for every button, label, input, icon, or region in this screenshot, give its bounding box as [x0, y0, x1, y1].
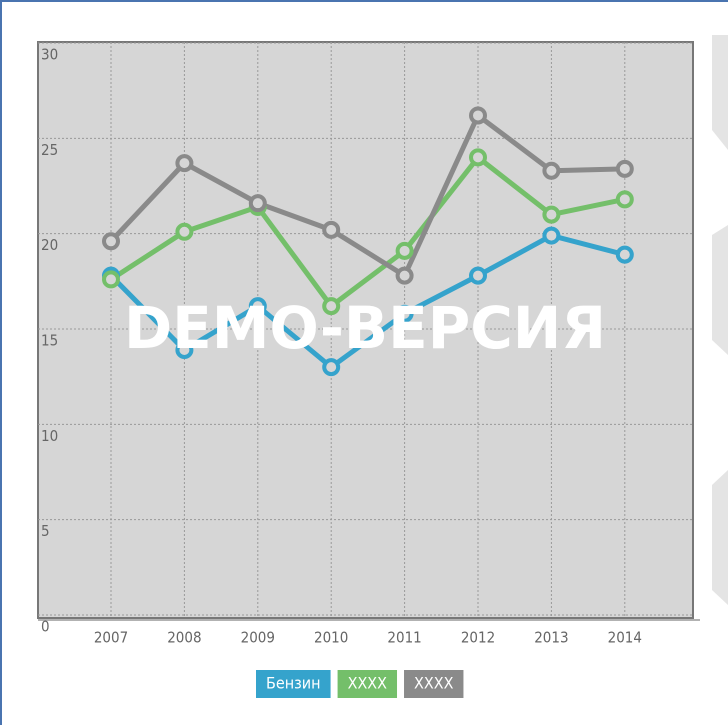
point	[322, 297, 341, 316]
x-tick-label: 2010	[314, 629, 348, 647]
y-tick-label: 10	[41, 427, 58, 445]
series-line	[109, 233, 626, 370]
side-shape	[712, 35, 728, 150]
side-shape	[712, 470, 728, 605]
y-tick-label: 20	[41, 236, 58, 254]
legend-label: XXXX	[348, 674, 388, 693]
point	[395, 241, 414, 260]
point	[469, 148, 487, 167]
point	[248, 194, 267, 213]
series-line	[109, 112, 625, 279]
y-tick-label: 25	[41, 141, 58, 159]
y-tick-label: 15	[41, 332, 58, 350]
point	[175, 154, 194, 173]
point	[102, 270, 120, 289]
point	[469, 106, 487, 125]
point	[322, 358, 341, 377]
point	[615, 245, 634, 264]
x-tick-label: 2007	[94, 629, 128, 647]
legend-swatch	[337, 670, 398, 698]
point	[542, 226, 561, 245]
point	[248, 297, 267, 316]
point	[322, 220, 341, 239]
point	[542, 205, 561, 224]
y-tick-label: 30	[41, 46, 58, 64]
watermark: DEMO-ВЕРСИЯ	[124, 294, 606, 362]
point	[542, 161, 561, 180]
x-tick-label: 2009	[241, 629, 275, 647]
y-tick-label: 5	[41, 522, 50, 540]
series-line	[109, 154, 626, 309]
x-tick-label: 2013	[534, 629, 568, 647]
point	[102, 232, 120, 251]
x-tick-label: 2011	[387, 629, 421, 647]
y-tick-label: 0	[41, 618, 50, 636]
legend-swatch	[404, 670, 464, 698]
point	[615, 190, 634, 209]
point	[395, 266, 414, 285]
legend-swatch	[256, 670, 331, 698]
point	[175, 222, 194, 241]
point	[615, 159, 634, 178]
x-tick-label: 2012	[461, 629, 495, 647]
legend-label: XXXX	[414, 674, 454, 693]
legend-label: Бензин	[266, 674, 321, 693]
side-shape	[712, 225, 728, 355]
x-tick-label: 2008	[167, 629, 201, 647]
point	[175, 340, 194, 359]
point	[469, 266, 487, 285]
x-tick-label: 2014	[608, 629, 642, 647]
point	[395, 304, 414, 323]
